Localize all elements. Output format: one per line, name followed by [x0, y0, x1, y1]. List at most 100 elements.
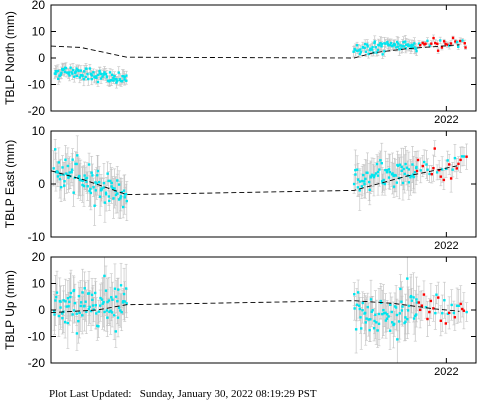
data-point [368, 48, 372, 52]
data-point [406, 317, 409, 321]
data-point [385, 313, 389, 316]
data-point [414, 47, 418, 50]
x-tick-label: 2022 [434, 114, 458, 126]
data-point [87, 77, 90, 81]
data-point [356, 178, 360, 181]
data-point [358, 180, 362, 183]
data-point [61, 316, 64, 320]
data-point [447, 311, 451, 315]
data-point [116, 300, 119, 303]
panel-1: 20 10 0 -10 -20 2022 TBLP North (mm) [3, 0, 477, 126]
data-point [465, 310, 468, 314]
data-point [401, 305, 404, 308]
data-point [97, 310, 101, 313]
data-point [355, 44, 359, 47]
data-point [407, 44, 410, 48]
data-point [367, 318, 370, 321]
data-point [112, 76, 115, 80]
data-point [90, 74, 94, 77]
data-point [444, 322, 448, 325]
data-point [71, 158, 74, 161]
data-point [381, 181, 384, 185]
data-point [89, 187, 92, 191]
data-point [75, 312, 78, 315]
data-point [374, 313, 377, 316]
data-point [101, 75, 104, 78]
data-point [383, 182, 387, 186]
data-point [419, 43, 422, 47]
data-point [432, 166, 435, 170]
data-point [392, 44, 395, 47]
data-point [114, 193, 118, 197]
data-point [92, 186, 95, 189]
data-point [54, 299, 57, 302]
data-point [99, 296, 102, 300]
data-point [412, 175, 415, 179]
data-point [110, 78, 113, 82]
data-point [363, 46, 366, 50]
data-point [381, 53, 384, 56]
data-point [450, 303, 453, 307]
data-point [59, 173, 62, 176]
data-point [110, 311, 114, 314]
data-point [443, 299, 446, 302]
data-point [462, 155, 466, 158]
data-point [119, 195, 123, 198]
data-point [90, 293, 94, 297]
data-point [123, 300, 126, 303]
data-point [86, 185, 89, 188]
data-point [370, 48, 374, 51]
data-point [74, 162, 77, 166]
data-point [94, 181, 97, 184]
data-point [439, 39, 442, 42]
data-point [424, 305, 428, 309]
data-point [117, 71, 120, 74]
data-point [71, 68, 75, 72]
data-point [411, 163, 414, 166]
data-point [116, 316, 120, 319]
data-point [59, 73, 63, 76]
data-point [62, 173, 65, 176]
data-point [371, 45, 374, 49]
data-point [379, 159, 382, 162]
data-point [415, 49, 418, 53]
data-point [85, 180, 88, 183]
data-point [402, 167, 405, 171]
data-point [79, 304, 82, 308]
data-point [111, 298, 114, 301]
data-point [118, 78, 122, 82]
data-point [376, 329, 379, 332]
data-point [376, 170, 380, 174]
data-point [434, 41, 437, 45]
data-point [460, 155, 464, 158]
data-point [69, 66, 72, 69]
data-point [105, 309, 109, 312]
y-tick-label: -10 [28, 78, 46, 92]
data-point [85, 67, 88, 70]
data-point [75, 162, 78, 166]
y-tick-label: -20 [28, 104, 46, 118]
data-point [81, 74, 84, 78]
data-point [403, 172, 406, 176]
data-point [432, 36, 435, 40]
data-point [71, 313, 74, 316]
data-point [89, 191, 93, 195]
data-point [59, 186, 63, 189]
panel-3: 20 10 0 -10 -20 2022 TBLP Up (mm) [3, 250, 477, 378]
data-point [444, 167, 448, 170]
data-point [93, 75, 97, 78]
data-point [391, 44, 394, 48]
data-point [66, 321, 70, 325]
data-point [384, 319, 388, 322]
data-point [451, 168, 454, 171]
data-point [369, 47, 372, 50]
data-point [121, 301, 125, 304]
data-point [451, 36, 455, 40]
data-point [442, 40, 446, 43]
data-point [111, 186, 114, 190]
data-point [79, 69, 83, 72]
data-point [464, 46, 467, 49]
data-point [396, 45, 400, 48]
data-point [358, 52, 362, 56]
data-point [372, 175, 376, 179]
